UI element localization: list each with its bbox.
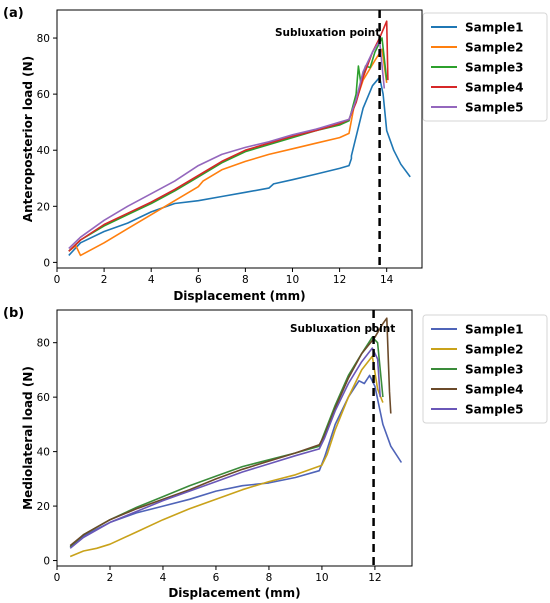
- plot-frame: [56, 9, 423, 269]
- x-tick-label: 4: [148, 274, 155, 286]
- legend-entry: Sample5: [465, 101, 523, 115]
- chart-panel-b: (b) Subluxation point 0 2 4 6 8 10 12 0 20 40 60 80 Di…: [3, 306, 548, 600]
- legend-entry: Sample1: [465, 323, 523, 337]
- legend-entry: Sample3: [465, 61, 523, 75]
- series-line-sample5: [69, 347, 381, 549]
- chart-panel-a: (a) Subluxation point 0 2 4 6 8 10 12 14 0 20 40 60 80…: [3, 6, 548, 303]
- y-tick-label: 20: [37, 201, 50, 213]
- plot-frame: [56, 309, 413, 567]
- series-line-sample1: [69, 374, 403, 548]
- x-tick-label: 8: [266, 572, 273, 584]
- legend-entry: Sample4: [465, 81, 523, 95]
- x-axis-label: Displacement (mm): [173, 289, 305, 303]
- legend-entry: Sample1: [465, 21, 523, 35]
- legend-entry: Sample4: [465, 383, 523, 397]
- series-line-sample4: [68, 20, 389, 252]
- series-line-sample3: [69, 336, 384, 548]
- x-tick-label: 6: [213, 572, 220, 584]
- y-tick-label: 60: [37, 392, 50, 404]
- legend: Sample1 Sample2 Sample3 Sample4 Sample5: [422, 12, 548, 122]
- subluxation-annotation: Subluxation point: [275, 27, 380, 39]
- x-tick-label: 10: [315, 572, 328, 584]
- x-tick-label: 0: [54, 572, 61, 584]
- legend-entry: Sample2: [465, 343, 523, 357]
- legend-box: [422, 12, 548, 122]
- x-tick-label: 14: [380, 274, 394, 286]
- x-tick-label: 2: [101, 274, 108, 286]
- x-tick-label: 10: [286, 274, 299, 286]
- x-tick-label: 6: [195, 274, 202, 286]
- x-tick-label: 4: [160, 572, 167, 584]
- y-tick-label: 0: [43, 257, 50, 269]
- y-axis-label: Mediolateral load (N): [21, 366, 35, 510]
- panel-label: (a): [3, 6, 24, 21]
- y-tick-label: 40: [37, 447, 50, 459]
- x-tick-label: 2: [107, 572, 114, 584]
- x-tick-label: 8: [242, 274, 249, 286]
- y-tick-label: 20: [37, 501, 50, 513]
- legend-entry: Sample5: [465, 403, 523, 417]
- y-tick-label: 40: [37, 145, 50, 157]
- x-axis-label: Displacement (mm): [168, 586, 300, 600]
- y-tick-label: 80: [37, 33, 50, 45]
- x-tick-label: 12: [333, 274, 346, 286]
- series-line-sample2: [69, 355, 384, 558]
- legend-box: [422, 314, 548, 424]
- legend-entry: Sample3: [465, 363, 523, 377]
- subluxation-annotation: Subluxation point: [290, 323, 395, 335]
- legend-entry: Sample2: [465, 41, 523, 55]
- series-line-sample4: [69, 317, 392, 547]
- x-tick-label: 0: [54, 274, 61, 286]
- y-axis-label: Anteroposterior load (N): [21, 56, 35, 222]
- x-tick-label: 12: [368, 572, 381, 584]
- y-tick-label: 80: [37, 338, 50, 350]
- legend: Sample1 Sample2 Sample3 Sample4 Sample5: [422, 314, 548, 424]
- series-line-sample1: [68, 76, 411, 256]
- y-tick-label: 60: [37, 89, 50, 101]
- panel-label: (b): [3, 306, 24, 321]
- y-tick-label: 0: [43, 556, 50, 568]
- series-line-sample5: [68, 40, 386, 249]
